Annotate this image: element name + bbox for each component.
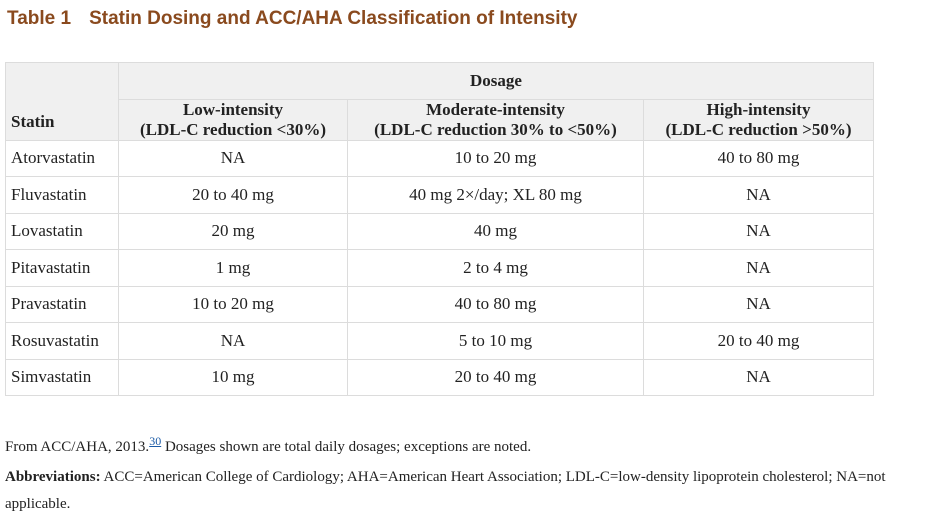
statin-name: Pitavastatin (5, 249, 119, 287)
table-row: Atorvastatin NA 10 to 20 mg 40 to 80 mg (5, 139, 874, 177)
dosage-cell: 20 to 40 mg (643, 322, 874, 360)
table-row: Rosuvastatin NA 5 to 10 mg 20 to 40 mg (5, 322, 874, 360)
header-row: Low-intensity (LDL-C reduction <30%) Moder… (6, 98, 874, 141)
statin-name: Lovastatin (5, 212, 119, 250)
table-title: Table 1 Statin Dosing and ACC/AHA Classif… (7, 8, 577, 30)
abbreviations-text: ACC=American College of Cardiology; AHA=… (5, 469, 886, 512)
dosage-cell: 10 to 20 mg (118, 285, 348, 323)
dosage-cell: 40 to 80 mg (347, 285, 644, 323)
table-row: Lovastatin 20 mg 40 mg NA (5, 212, 874, 250)
header-line: (LDL-C reduction <30%) (140, 119, 326, 139)
statin-name: Fluvastatin (5, 176, 119, 214)
dosage-cell: 10 mg (118, 358, 348, 396)
source: From ACC/AHA, 2013. (5, 439, 150, 455)
header-line: (LDL-C reduction >50%) (665, 119, 852, 139)
reference-link[interactable]: 30 (149, 434, 162, 448)
dosage-cell: 1 mg (118, 249, 348, 287)
dosage-cell: 20 to 40 mg (118, 176, 348, 214)
note: Dosages shown are total daily dosages; e… (164, 439, 532, 455)
footnote: From ACC/AHA, 2013.30 Dosages shown are … (5, 434, 531, 456)
dosage-cell: 2 to 4 mg (347, 249, 644, 287)
statin-name: Atorvastatin (5, 139, 119, 177)
header-line: (LDL-C reduction 30% to <50%) (374, 119, 617, 139)
dosage-cell: 40 mg 2×/day; XL 80 mg (347, 176, 644, 214)
column-header: High-intensity (LDL-C reduction >50%) (643, 98, 874, 141)
column-header: Statin (5, 62, 119, 141)
table-body: Atorvastatin NA 10 to 20 mg 40 to 80 mg Fluv… (5, 139, 874, 396)
abbreviations-label: Abbreviations: (5, 469, 101, 485)
dosage-cell: 40 mg (347, 212, 644, 250)
header-line: High-intensity (706, 99, 811, 119)
column-header: Low-intensity (LDL-C reduction <30%) (118, 98, 348, 141)
table-row: Pravastatin 10 to 20 mg 40 to 80 mg NA (5, 285, 874, 323)
statin-name: Simvastatin (5, 358, 119, 396)
table-row: Simvastatin 10 mg 20 to 40 mg NA (5, 358, 874, 396)
column-header: Moderate-intensity (LDL-C reduction 30% t… (347, 98, 644, 141)
table-row: Fluvastatin 20 to 40 mg 40 mg 2×/day; XL 8… (5, 176, 874, 214)
table-label: Table 1 (7, 8, 72, 29)
header-line: Low-intensity (182, 99, 284, 119)
dosage-cell: NA (118, 322, 348, 360)
dosage-cell: 10 to 20 mg (347, 139, 644, 177)
dosage-cell: 5 to 10 mg (347, 322, 644, 360)
dosage-cell: NA (118, 139, 348, 177)
statin-name: Pravastatin (5, 285, 119, 323)
table-row: Pitavastatin 1 mg 2 to 4 mg NA (5, 249, 874, 287)
statin-table: Statin Dosage Low-intensity (LDL-C reduct… (5, 62, 874, 396)
dosage-cell: NA (643, 176, 874, 214)
dosage-cell: 40 to 80 mg (643, 139, 874, 177)
statin-name: Rosuvastatin (5, 322, 119, 360)
group-header: Dosage (118, 62, 874, 100)
header-line: Moderate-intensity (426, 99, 565, 119)
dosage-cell: 20 to 40 mg (347, 358, 644, 396)
title-text: Statin Dosing and ACC/AHA Classification… (89, 8, 578, 29)
dosage-cell: NA (643, 285, 874, 323)
dosage-cell: 20 mg (118, 212, 348, 250)
dosage-cell: NA (643, 249, 874, 287)
header-row: Statin Dosage (5, 62, 874, 141)
dosage-cell: NA (643, 212, 874, 250)
dosage-cell: NA (643, 358, 874, 396)
abbreviations: Abbreviations: ACC=American College of C… (5, 464, 940, 513)
